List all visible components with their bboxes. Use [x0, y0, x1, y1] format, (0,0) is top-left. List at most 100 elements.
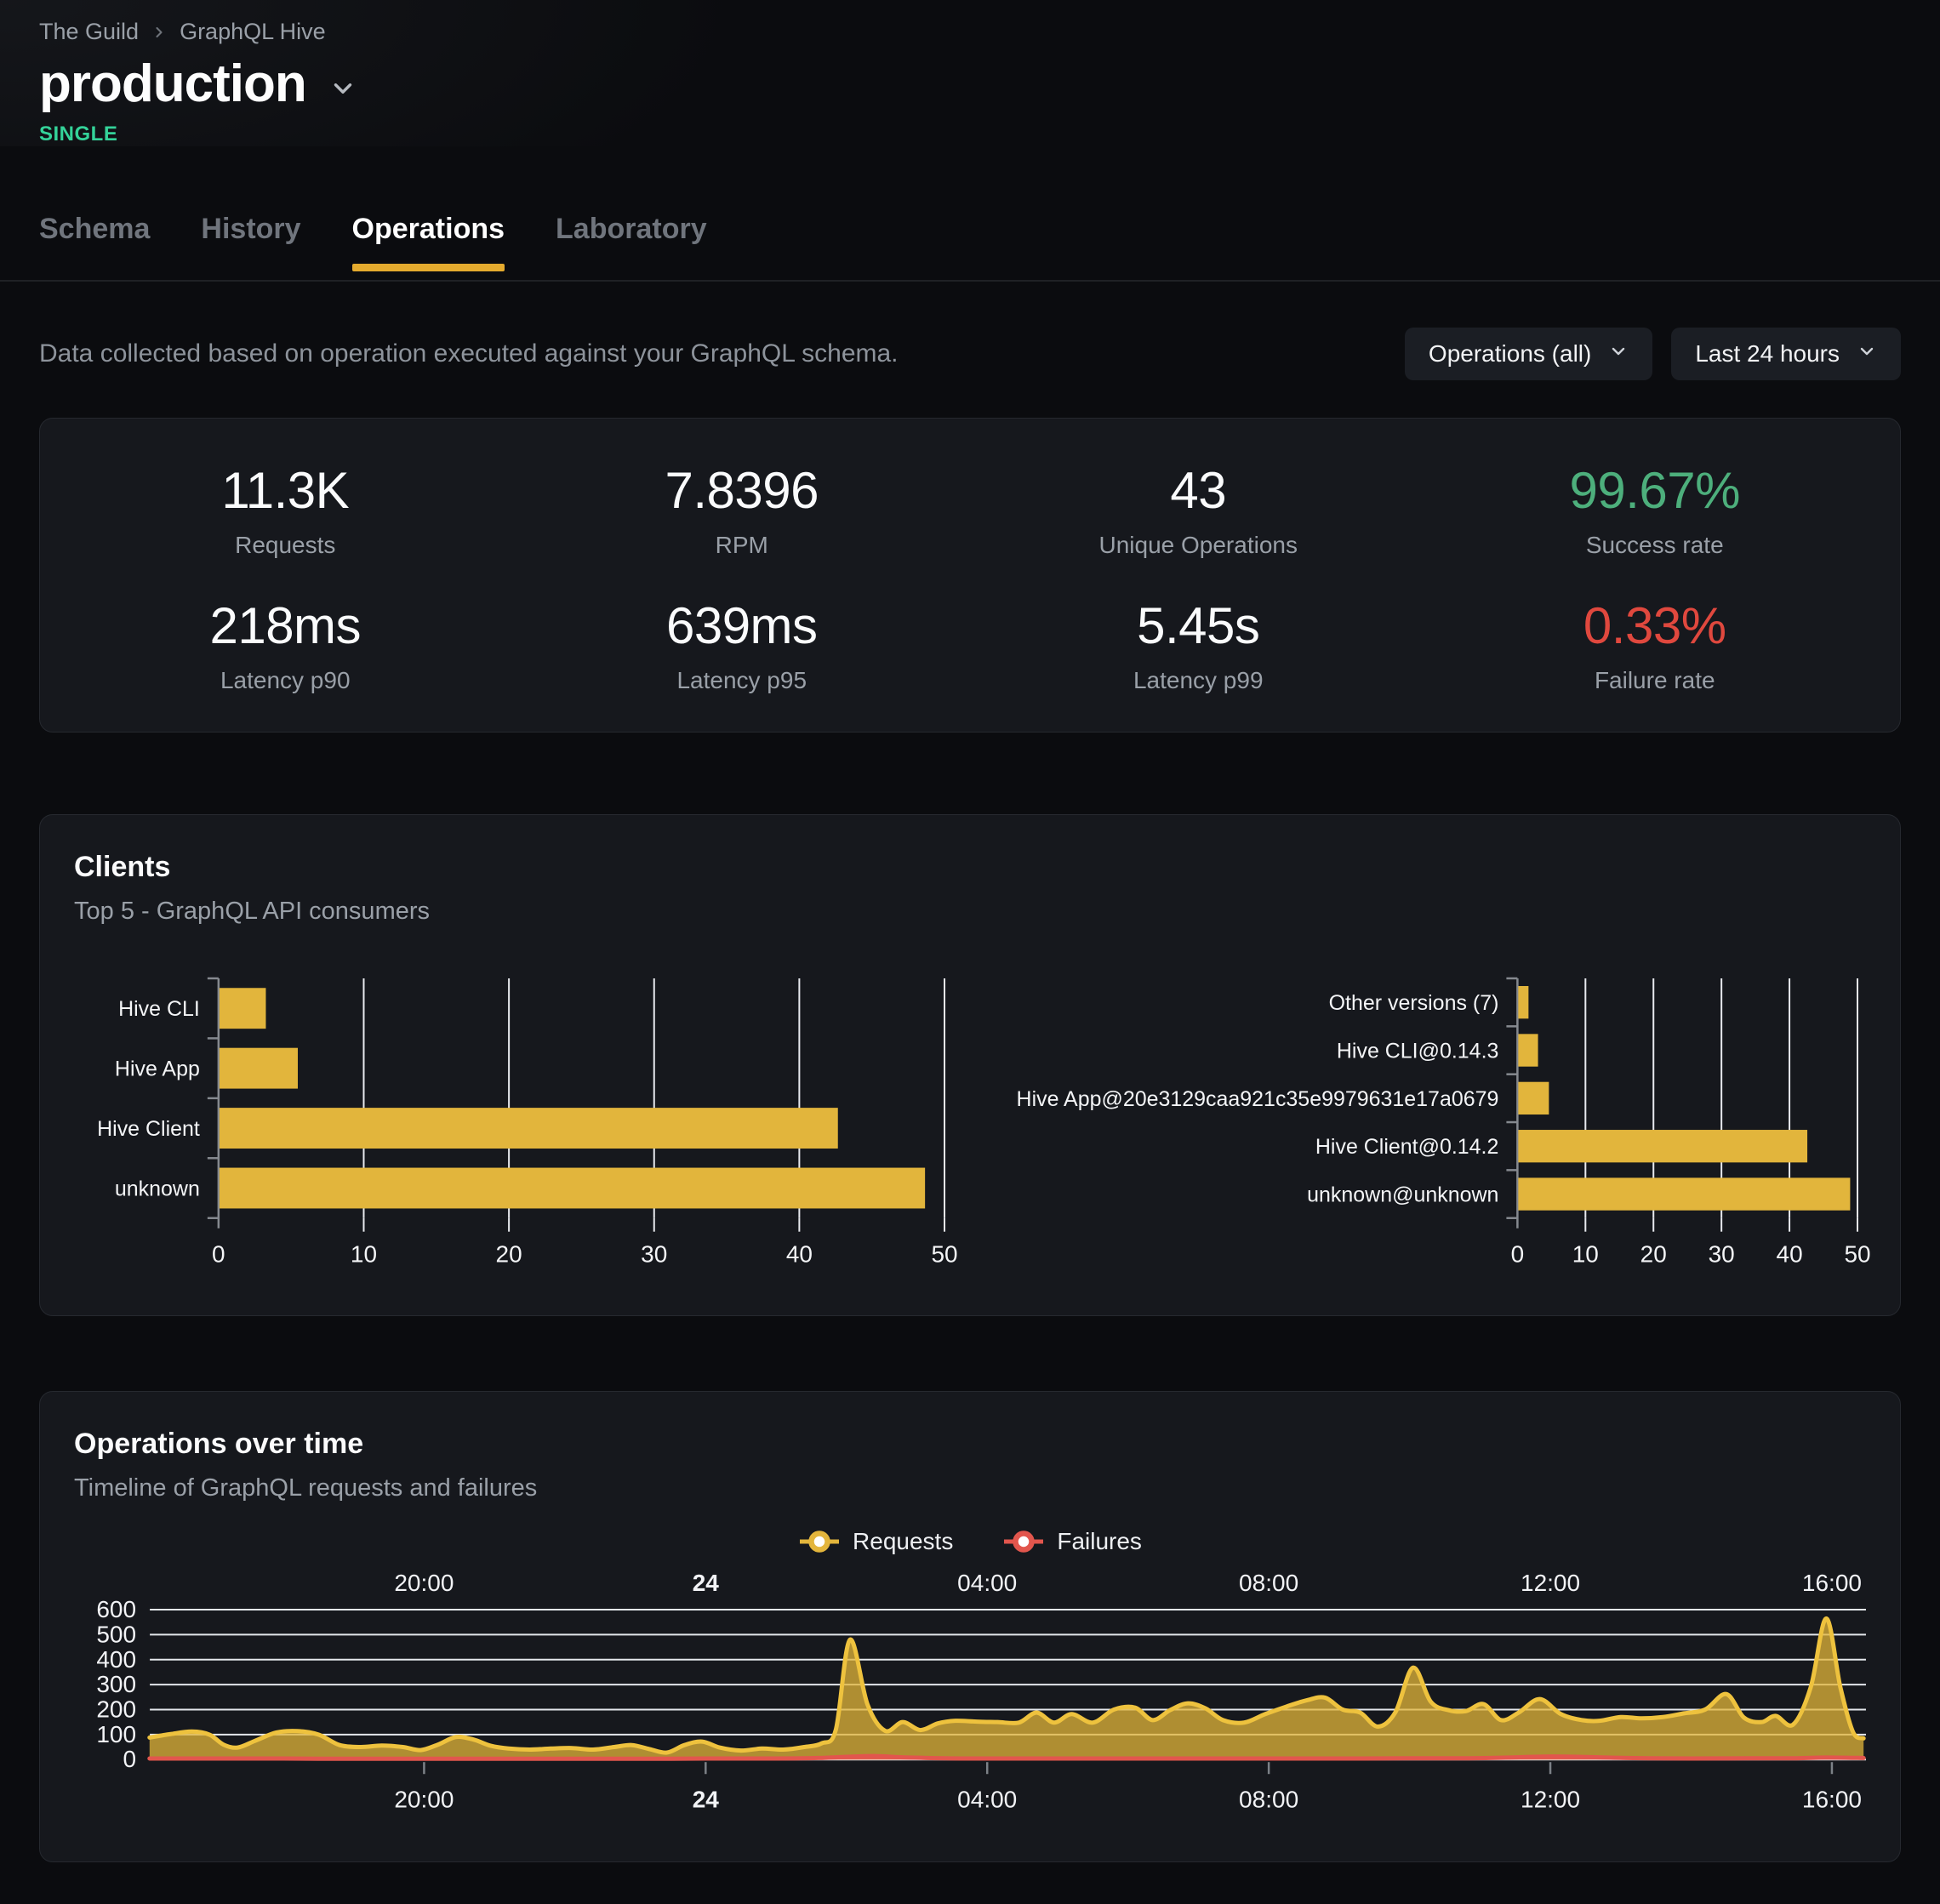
tab-laboratory[interactable]: Laboratory: [556, 213, 707, 245]
svg-text:50: 50: [931, 1241, 957, 1268]
stat-label: Latency p99: [1133, 667, 1264, 693]
stat-success-rate: 99.67% Success rate: [1427, 461, 1884, 559]
svg-text:20:00: 20:00: [394, 1570, 454, 1596]
toolbar: Data collected based on operation execut…: [39, 328, 1901, 380]
svg-text:50: 50: [1844, 1241, 1870, 1268]
svg-text:500: 500: [96, 1621, 136, 1647]
clients-card-subtitle: Top 5 - GraphQL API consumers: [74, 898, 431, 925]
operations-filter-dropdown[interactable]: Operations (all): [1404, 328, 1653, 380]
svg-text:Other versions (7): Other versions (7): [1329, 991, 1499, 1015]
operations-filter-label: Operations (all): [1428, 340, 1592, 367]
svg-text:24: 24: [693, 1570, 720, 1596]
timeline-legend: Requests Failures: [74, 1528, 1866, 1555]
stat-value: 5.45s: [1137, 597, 1260, 654]
line-circle-marker-icon: [798, 1528, 841, 1555]
stat-value: 639ms: [665, 597, 818, 654]
svg-text:Hive App: Hive App: [115, 1057, 200, 1081]
filters: Operations (all) Last 24 hours: [1404, 328, 1901, 380]
stat-value: 43: [1170, 462, 1227, 519]
svg-text:200: 200: [96, 1696, 136, 1722]
stat-label: RPM: [715, 532, 768, 558]
svg-text:16:00: 16:00: [1802, 1786, 1862, 1812]
line-circle-marker-icon: [1002, 1528, 1045, 1555]
stat-label: Latency p95: [676, 667, 807, 693]
time-range-label: Last 24 hours: [1695, 340, 1840, 367]
stat-value: 7.8396: [665, 462, 819, 519]
timeline-card-title: Operations over time: [74, 1427, 364, 1460]
stat-label: Failure rate: [1594, 667, 1715, 693]
tab-bar: Schema History Operations Laboratory: [0, 191, 1940, 282]
svg-text:Hive Client@0.14.2: Hive Client@0.14.2: [1315, 1135, 1499, 1159]
stat-label: Success rate: [1585, 532, 1724, 558]
svg-text:30: 30: [1709, 1241, 1735, 1268]
chevron-right-icon: [151, 24, 168, 41]
svg-text:20: 20: [496, 1241, 522, 1268]
stat-label: Unique Operations: [1098, 532, 1298, 558]
svg-text:40: 40: [1777, 1241, 1803, 1268]
stat-latency-p99: 5.45s Latency p99: [970, 596, 1427, 694]
time-range-dropdown[interactable]: Last 24 hours: [1671, 328, 1901, 380]
svg-text:600: 600: [96, 1596, 136, 1622]
svg-text:Hive CLI: Hive CLI: [118, 997, 200, 1021]
svg-text:12:00: 12:00: [1521, 1570, 1580, 1596]
svg-text:Hive CLI@0.14.3: Hive CLI@0.14.3: [1337, 1040, 1499, 1063]
svg-text:12:00: 12:00: [1521, 1786, 1580, 1812]
legend-marker-svg: [1004, 1530, 1044, 1553]
tab-history[interactable]: History: [201, 213, 301, 245]
bar-chart-svg: Other versions (7) Hive CLI@0.14.3 Hive Ap…: [1017, 977, 1871, 1268]
stat-value: 99.67%: [1569, 462, 1741, 519]
stat-label: Requests: [235, 532, 336, 558]
clients-card-title: Clients: [74, 851, 171, 883]
breadcrumb-project[interactable]: GraphQL Hive: [180, 19, 326, 44]
target-type-badge: SINGLE: [39, 123, 118, 145]
svg-text:Hive Client: Hive Client: [97, 1117, 200, 1141]
page-title: production: [39, 54, 307, 113]
main-content: Data collected based on operation execut…: [0, 328, 1940, 1862]
timeline-card-subtitle: Timeline of GraphQL requests and failure…: [74, 1474, 538, 1502]
breadcrumb-org[interactable]: The Guild: [39, 19, 140, 44]
svg-text:08:00: 08:00: [1239, 1570, 1298, 1596]
description-text: Data collected based on operation execut…: [39, 339, 899, 368]
stat-latency-p90: 218ms Latency p90: [57, 596, 514, 694]
chevron-down-icon: [1608, 340, 1629, 368]
svg-text:300: 300: [96, 1671, 136, 1697]
stat-value: 0.33%: [1583, 597, 1726, 654]
legend-marker-svg: [800, 1530, 840, 1553]
clients-card: Clients Top 5 - GraphQL API consumers Hi…: [39, 814, 1901, 1316]
stat-value: 218ms: [209, 597, 362, 654]
bar-chart-svg: Hive CLI Hive App Hive Client unknown 0 10 20 3…: [97, 977, 958, 1268]
stat-rpm: 7.8396 RPM: [514, 461, 971, 559]
stat-label: Latency p90: [220, 667, 351, 693]
svg-text:40: 40: [786, 1241, 813, 1268]
chevron-down-icon: [1857, 340, 1877, 368]
clients-charts: Hive CLI Hive App Hive Client unknown 0 10 20 3…: [74, 973, 1871, 1280]
svg-text:08:00: 08:00: [1239, 1786, 1298, 1812]
svg-text:20: 20: [1640, 1241, 1667, 1268]
svg-text:30: 30: [641, 1241, 667, 1268]
svg-text:400: 400: [96, 1645, 136, 1672]
chevron-down-icon[interactable]: [328, 74, 357, 103]
svg-text:unknown: unknown: [115, 1177, 200, 1201]
stat-latency-p95: 639ms Latency p95: [514, 596, 971, 694]
clients-chart-by-name: Hive CLI Hive App Hive Client unknown 0 10 20 3…: [74, 973, 970, 1280]
stat-requests: 11.3K Requests: [57, 461, 514, 559]
clients-chart-by-version: Other versions (7) Hive CLI@0.14.3 Hive Ap…: [970, 973, 1871, 1280]
timeline-chart: 0 100 200 300 400 500 600 20:00 20:00 24 24 04:00 04…: [74, 1570, 1866, 1826]
svg-text:0: 0: [123, 1746, 136, 1772]
breadcrumb: The Guild GraphQL Hive: [39, 19, 1901, 45]
stat-value: 11.3K: [221, 462, 350, 519]
svg-text:Hive App@20e3129caa921c35e9979: Hive App@20e3129caa921c35e9979631e17a067…: [1017, 1087, 1499, 1111]
legend-item-requests[interactable]: Requests: [798, 1528, 953, 1555]
svg-text:0: 0: [1511, 1241, 1525, 1268]
svg-text:10: 10: [351, 1241, 377, 1268]
legend-item-failures[interactable]: Failures: [1002, 1528, 1142, 1555]
tab-schema[interactable]: Schema: [39, 213, 151, 245]
svg-text:04:00: 04:00: [957, 1786, 1017, 1812]
svg-text:10: 10: [1572, 1241, 1599, 1268]
svg-text:24: 24: [693, 1786, 720, 1812]
stats-overview-card: 11.3K Requests 7.8396 RPM 43 Unique Oper…: [39, 418, 1901, 733]
svg-text:04:00: 04:00: [957, 1570, 1017, 1596]
svg-text:unknown@unknown: unknown@unknown: [1307, 1183, 1498, 1207]
tab-operations[interactable]: Operations: [351, 191, 505, 280]
svg-text:16:00: 16:00: [1802, 1570, 1862, 1596]
